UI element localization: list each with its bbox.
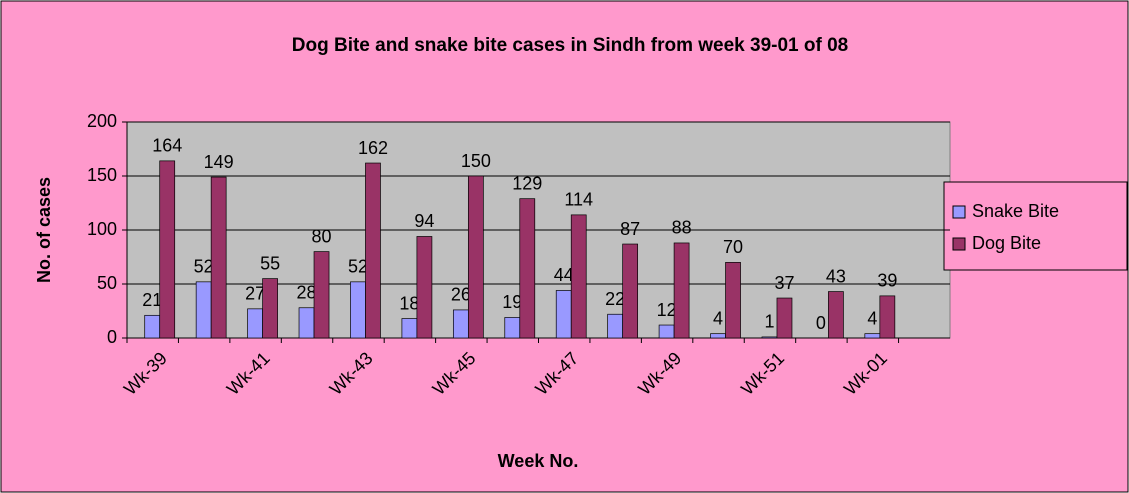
- y-tick-label: 200: [87, 111, 117, 131]
- data-label: 37: [774, 273, 794, 293]
- bar: [555, 290, 572, 339]
- bar: [144, 314, 161, 339]
- data-label: 4: [713, 308, 723, 328]
- chart-title: Dog Bite and snake bite cases in Sindh f…: [292, 35, 848, 56]
- data-label: 150: [461, 151, 491, 171]
- bar: [210, 176, 227, 339]
- data-label: 149: [204, 152, 234, 172]
- data-label: 12: [657, 300, 677, 320]
- data-label: 55: [260, 253, 280, 273]
- data-label: 22: [605, 289, 625, 309]
- y-tick-label: 100: [87, 219, 117, 239]
- bar: [761, 336, 778, 339]
- data-label: 87: [620, 219, 640, 239]
- bar: [159, 160, 176, 339]
- data-label: 70: [723, 237, 743, 257]
- data-label: 88: [672, 218, 692, 238]
- data-label: 162: [358, 138, 388, 158]
- y-tick-label: 0: [107, 327, 117, 347]
- bar: [658, 324, 675, 339]
- data-label: 26: [451, 285, 471, 305]
- data-label: 164: [152, 136, 182, 156]
- data-label: 28: [297, 283, 317, 303]
- bar: [673, 242, 690, 339]
- bar: [504, 317, 521, 339]
- legend-label: Dog Bite: [972, 233, 1041, 253]
- legend-label: Snake Bite: [972, 201, 1059, 221]
- data-label: 27: [245, 284, 265, 304]
- bar: [864, 333, 881, 339]
- bar: [262, 278, 278, 339]
- y-tick-label: 150: [87, 165, 117, 185]
- x-axis-label: Week No.: [498, 451, 579, 471]
- bar: [607, 313, 624, 339]
- bar: [622, 243, 639, 339]
- legend-swatch: [952, 237, 966, 251]
- data-label: 80: [312, 226, 332, 246]
- data-label: 114: [564, 190, 593, 210]
- bar: [570, 214, 587, 339]
- bar: [247, 308, 263, 339]
- bar: [313, 251, 330, 339]
- data-label: 0: [816, 313, 826, 333]
- data-label: 129: [512, 173, 542, 193]
- legend-box: [943, 181, 1128, 271]
- data-label: 52: [194, 257, 214, 277]
- y-tick-label: 50: [97, 273, 117, 293]
- bar: [725, 262, 741, 339]
- data-label: 39: [877, 271, 897, 291]
- bar: [416, 236, 433, 339]
- data-label: 18: [399, 293, 419, 313]
- bar: [350, 281, 366, 339]
- bar: [776, 297, 793, 339]
- y-axis-label: No. of cases: [34, 177, 54, 283]
- bar: [298, 307, 315, 339]
- data-label: 4: [867, 308, 877, 328]
- bar: [401, 318, 418, 339]
- bar: [365, 162, 381, 339]
- data-label: 94: [414, 211, 434, 231]
- bar: [828, 291, 844, 339]
- bar: [467, 175, 484, 339]
- bar: [519, 198, 536, 339]
- data-label: 44: [554, 265, 574, 285]
- data-label: 43: [826, 266, 846, 286]
- data-label: 21: [142, 290, 162, 310]
- bar: [195, 281, 212, 339]
- data-label: 1: [764, 312, 774, 332]
- data-label: 52: [348, 257, 368, 277]
- bar: [710, 333, 726, 339]
- data-label: 19: [502, 292, 522, 312]
- bar: [879, 295, 896, 339]
- bar: [452, 309, 469, 339]
- legend-swatch: [952, 205, 966, 219]
